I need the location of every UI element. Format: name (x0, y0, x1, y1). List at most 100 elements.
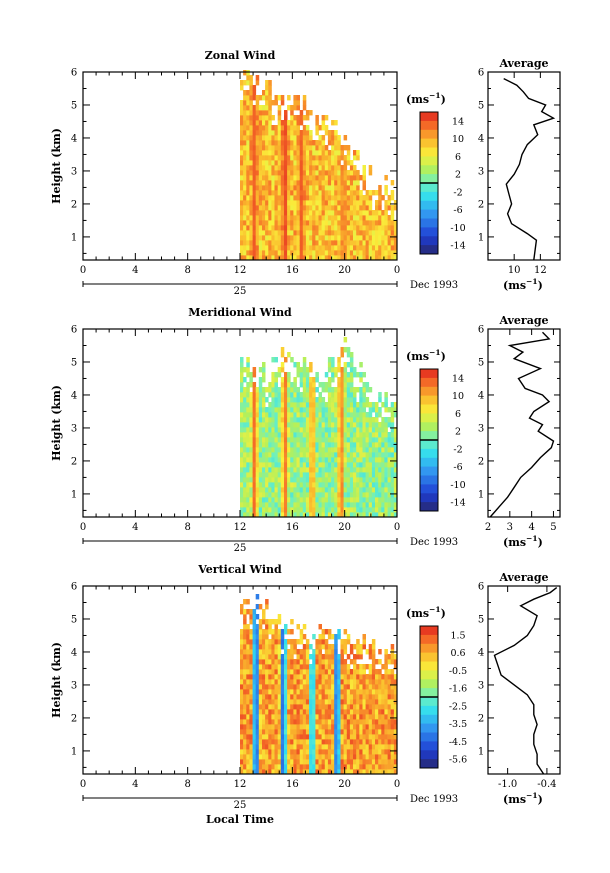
average-y-tick-label: 1 (478, 746, 484, 757)
heatmap-cell (334, 634, 338, 640)
heatmap-cell (321, 417, 326, 423)
heatmap-cell (287, 180, 291, 186)
heatmap-cell (353, 492, 357, 498)
heatmap-cell (387, 764, 392, 770)
heatmap-cell (293, 185, 297, 191)
heatmap-cell (371, 447, 376, 453)
heatmap-cell (312, 467, 316, 473)
heatmap-cell (299, 457, 304, 463)
heatmap-cell (368, 502, 373, 508)
heatmap-cell (252, 457, 257, 463)
heatmap-cell (390, 724, 395, 730)
heatmap-cell (393, 492, 398, 498)
heatmap-cell (340, 215, 344, 221)
heatmap-cell (274, 457, 278, 463)
heatmap-cell (284, 225, 288, 231)
heatmap-cell (240, 190, 244, 196)
heatmap-cell (318, 205, 322, 211)
heatmap-cell (324, 724, 329, 730)
heatmap-cell (262, 95, 266, 101)
heatmap-cell (296, 754, 300, 760)
heatmap-cell (296, 120, 300, 126)
heatmap-cell (381, 230, 385, 236)
heatmap-cell (378, 205, 382, 211)
heatmap-cell (337, 699, 341, 705)
heatmap-cell (359, 487, 363, 493)
heatmap-cell (324, 644, 329, 650)
heatmap-cell (293, 462, 297, 468)
heatmap-cell (277, 669, 282, 675)
heatmap-cell (384, 497, 388, 503)
heatmap-cell (280, 397, 285, 403)
x-tick-label: 8 (184, 265, 190, 276)
heatmap-cell (305, 392, 310, 398)
heatmap-cell (327, 442, 332, 448)
heatmap-cell (331, 412, 335, 418)
colorbar-tick-label: -2 (453, 187, 462, 198)
heatmap-cell (299, 145, 304, 151)
heatmap-cell (249, 412, 253, 418)
heatmap-cell (346, 402, 351, 408)
heatmap-cell (287, 432, 291, 438)
heatmap-cell (258, 165, 263, 171)
heatmap-cell (293, 467, 297, 473)
heatmap-cell (243, 699, 247, 705)
heatmap-cell (240, 245, 244, 251)
heatmap-cell (290, 679, 294, 685)
heatmap-cell (246, 160, 250, 166)
heatmap-cell (365, 754, 370, 760)
heatmap-cell (340, 472, 344, 478)
heatmap-cell (268, 654, 272, 660)
heatmap-cell (274, 235, 278, 241)
heatmap-cell (315, 462, 319, 468)
colorbar-band (420, 112, 438, 122)
heatmap-cell (318, 447, 322, 453)
heatmap-cell (280, 462, 285, 468)
heatmap-cell (356, 704, 360, 710)
heatmap-cell (290, 739, 294, 745)
heatmap-cell (302, 452, 307, 458)
heatmap-cell (293, 125, 297, 131)
heatmap-cell (305, 150, 310, 156)
heatmap-cell (240, 724, 244, 730)
heatmap-cell (277, 664, 282, 670)
heatmap-cell (240, 377, 244, 383)
heatmap-cell (287, 669, 291, 675)
heatmap-cell (393, 437, 398, 443)
heatmap-cell (243, 599, 247, 605)
heatmap-cell (284, 669, 288, 675)
heatmap-cell (246, 704, 250, 710)
heatmap-cell (287, 649, 291, 655)
heatmap-cell (305, 442, 310, 448)
heatmap-cell (280, 190, 285, 196)
heatmap-cell (287, 447, 291, 453)
heatmap-cell (318, 397, 322, 403)
heatmap-cell (305, 664, 310, 670)
heatmap-cell (315, 215, 319, 221)
heatmap-cell (249, 769, 253, 775)
heatmap-cell (268, 417, 272, 423)
heatmap-cell (240, 654, 244, 660)
heatmap-cell (280, 100, 285, 106)
heatmap-cell (240, 754, 244, 760)
heatmap-cell (299, 699, 304, 705)
heatmap-cell (252, 150, 257, 156)
heatmap-cell (315, 220, 319, 226)
heatmap-cell (255, 694, 260, 700)
heatmap-cell (262, 507, 266, 513)
heatmap-cell (315, 719, 319, 725)
heatmap-cell (252, 397, 257, 403)
heatmap-cell (365, 220, 370, 226)
heatmap-cell (368, 190, 373, 196)
heatmap-cell (252, 659, 257, 665)
heatmap-cell (277, 477, 282, 483)
heatmap-cell (268, 95, 272, 101)
heatmap-cell (324, 502, 329, 508)
heatmap-cell (334, 452, 338, 458)
heatmap-cell (293, 669, 297, 675)
heatmap-cell (390, 417, 395, 423)
heatmap-cell (302, 654, 307, 660)
heatmap-cell (349, 387, 354, 393)
heatmap-cell (277, 482, 282, 488)
heatmap-cell (334, 482, 338, 488)
